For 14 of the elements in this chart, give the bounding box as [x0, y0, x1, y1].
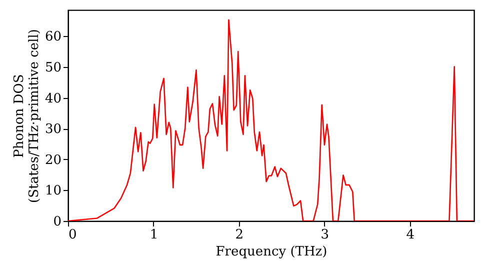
- y-tick-label: 0: [53, 214, 62, 230]
- x-tick-label: 1: [150, 228, 158, 242]
- y-tick-label: 60: [44, 30, 62, 45]
- x-axis-title: Frequency (THz): [216, 244, 328, 260]
- x-tick-label: 0: [68, 228, 77, 242]
- y-tick-label: 30: [44, 122, 62, 138]
- y-tick-label: 40: [44, 91, 62, 106]
- x-tick-label: 3: [320, 228, 330, 242]
- y-tick-label: 20: [44, 152, 62, 168]
- x-tick-label: 2: [235, 228, 244, 242]
- y-tick-label: 10: [44, 184, 62, 199]
- y-axis-title: Phonon DOS (States/THz·primitive cell): [12, 28, 42, 204]
- y-tick-label: 50: [44, 60, 62, 76]
- x-tick-label: 4: [406, 228, 415, 242]
